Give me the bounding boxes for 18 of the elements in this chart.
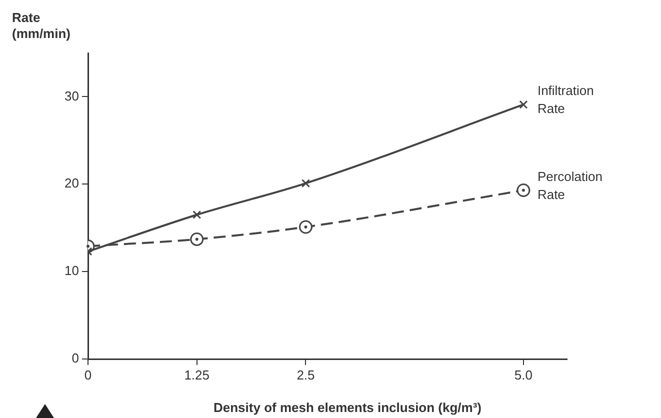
- x-tick-label: 0: [84, 367, 92, 382]
- x-axis-title: Density of mesh elements inclusion (kg/m³): [214, 400, 482, 415]
- point: [192, 210, 202, 220]
- y-tick-label: 0: [72, 350, 79, 366]
- y-tick-label: 30: [64, 88, 79, 104]
- point: [190, 232, 204, 246]
- y-tick-label: 20: [64, 176, 79, 191]
- point: [298, 220, 312, 234]
- series-label: Infiltration Rate: [537, 83, 594, 116]
- y-tick-label: 10: [64, 263, 79, 278]
- x-tick-label: 2.5: [296, 367, 315, 382]
- point: [519, 100, 528, 109]
- point: [516, 184, 530, 198]
- x-tick-label: 5.0: [514, 367, 532, 382]
- x-tick-label: 1.25: [184, 367, 210, 382]
- point: [301, 178, 310, 188]
- y-axis-title: Rate (mm/min): [12, 10, 70, 41]
- series-label: Percolation Rate: [537, 168, 602, 202]
